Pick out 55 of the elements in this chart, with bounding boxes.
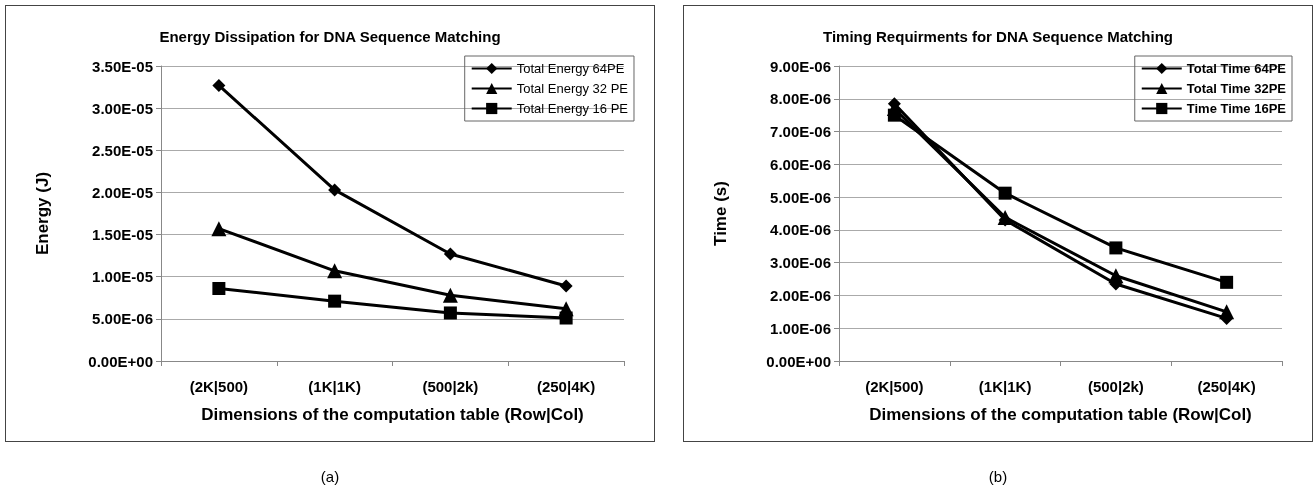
x-tick-label: (1K|1K)	[978, 378, 1032, 395]
legend-label: Total Energy 16 PE	[516, 101, 629, 116]
point	[558, 301, 574, 317]
legend-label: Total Energy 64PE	[516, 61, 625, 76]
legend-label: Total Energy 32 PE	[516, 81, 629, 96]
point	[327, 263, 343, 279]
x-tick-label: (250|4K)	[536, 378, 596, 395]
x-tick-label: (2K|500)	[189, 378, 249, 395]
y-tick-label: 9.00E-06	[770, 57, 831, 75]
y-tick-label: 8.00E-06	[770, 90, 831, 108]
y-tick-label: 7.00E-06	[770, 123, 831, 141]
x-tick-label: (250|4K)	[1197, 378, 1256, 395]
legend-label: Total Time 64PE	[1186, 61, 1287, 76]
y-axis-title: Energy (J)	[33, 171, 52, 256]
point	[998, 213, 1012, 227]
point	[212, 282, 226, 296]
x-tick-label: (500|2k)	[1087, 378, 1144, 395]
point	[443, 306, 457, 320]
chart-title: Timing Requirments for DNA Sequence Matching	[822, 28, 1174, 45]
y-tick-label: 6.00E-06	[770, 155, 831, 173]
y-tick-label: 2.00E-05	[92, 183, 153, 201]
point	[1220, 275, 1234, 289]
y-tick-label: 2.00E-06	[770, 286, 831, 304]
y-tick-label: 3.00E-06	[770, 254, 831, 272]
y-tick-label: 1.00E-05	[92, 268, 153, 286]
x-tick-label: (500|2k)	[422, 378, 479, 395]
y-tick-label: 0.00E+00	[88, 352, 153, 370]
point	[442, 287, 458, 303]
point	[328, 294, 342, 308]
x-tick-label: (1K|1K)	[308, 378, 361, 395]
chart-title: Energy Dissipation for DNA Sequence Matching	[159, 28, 501, 45]
y-tick-label: 3.50E-05	[92, 57, 153, 75]
point	[211, 221, 227, 237]
y-tick-label: 5.00E-06	[770, 188, 831, 206]
text: (a)	[319, 468, 341, 485]
y-tick-label: 5.00E-06	[92, 310, 153, 328]
y-axis-title: Time (s)	[711, 181, 730, 246]
y-tick-label: 1.50E-05	[92, 226, 153, 244]
y-tick-label: 2.50E-05	[92, 141, 153, 159]
point	[443, 247, 457, 261]
legend-label: Time Time 16PE	[1186, 101, 1287, 116]
x-axis-title: Dimensions of the computation table (Row|Col)	[201, 405, 584, 424]
y-tick-label: 0.00E+00	[766, 352, 831, 370]
x-tick-label: (2K|500)	[865, 378, 924, 395]
legend-label: Total Time 32PE	[1186, 81, 1287, 96]
y-tick-label: 3.00E-05	[92, 99, 153, 117]
point	[1109, 241, 1123, 255]
text: (b)	[987, 468, 1009, 485]
point	[559, 279, 573, 293]
point	[328, 183, 342, 197]
point	[212, 78, 226, 92]
x-axis-title: Dimensions of the computation table (Row|Col)	[869, 405, 1252, 424]
y-tick-label: 4.00E-06	[770, 221, 831, 239]
point	[998, 186, 1012, 200]
y-tick-label: 1.00E-06	[770, 319, 831, 337]
